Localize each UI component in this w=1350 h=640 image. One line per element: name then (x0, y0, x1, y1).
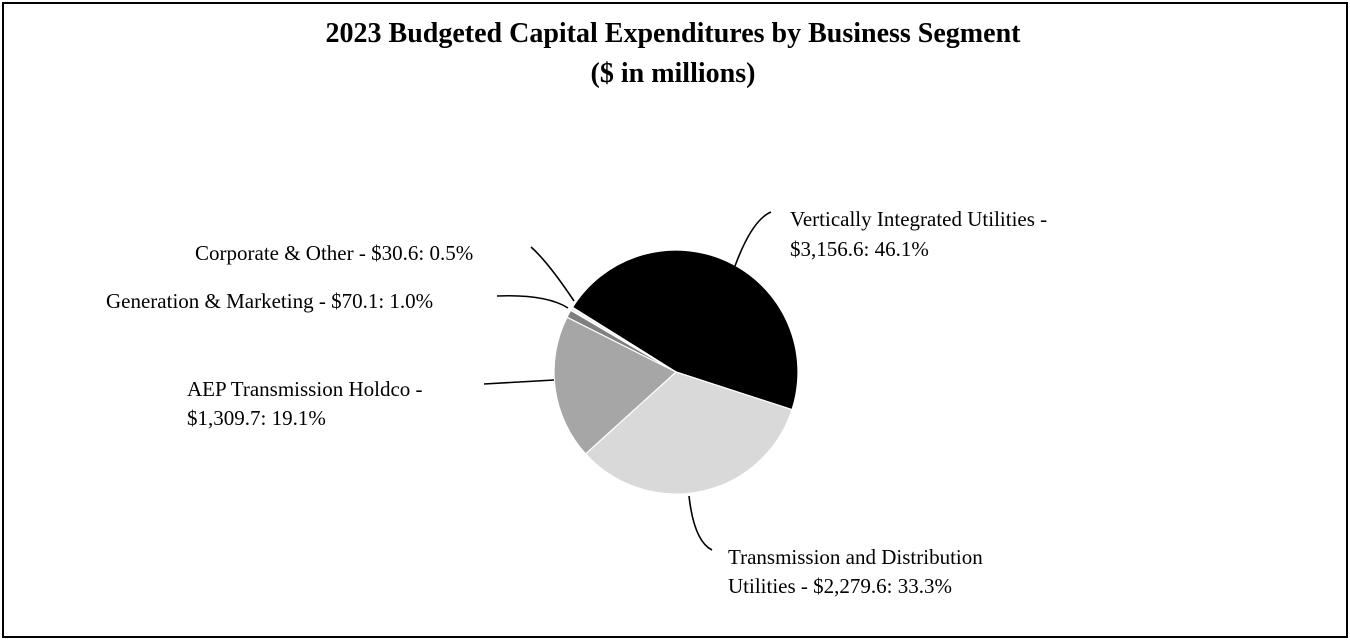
data-label-vertically-integrated-utilities-line-2: $3,156.6: 46.1% (790, 237, 929, 261)
pie-slice-aep-transmission-holdco (553, 316, 678, 455)
leader-line-transmission-and-distribution-utilities (688, 495, 713, 551)
data-label-corporate-and-other-line-1: Corporate & Other - $30.6: 0.5% (195, 241, 473, 265)
pie-slice-vertically-integrated-utilities (571, 249, 799, 411)
data-label-aep-transmission-holdco-line-1: AEP Transmission Holdco - (187, 377, 423, 401)
leader-line-aep-transmission-holdco (483, 379, 555, 385)
data-label-vertically-integrated-utilities-line-1: Vertically Integrated Utilities - (790, 207, 1047, 231)
data-label-aep-transmission-holdco-line-2: $1,309.7: 19.1% (187, 406, 326, 430)
data-label-generation-and-marketing-line-1: Generation & Marketing - $70.1: 1.0% (106, 289, 433, 313)
leader-line-vertically-integrated-utilities (734, 211, 772, 267)
pie-slice-transmission-and-distribution-utilities (584, 371, 793, 495)
chart-subtitle: ($ in millions) (590, 58, 756, 89)
leader-line-corporate-and-other (530, 246, 575, 302)
chart-title: 2023 Budgeted Capital Expenditures by Bu… (325, 18, 1021, 49)
data-label-transmission-and-distribution-utilities-line-2: Utilities - $2,279.6: 33.3% (728, 574, 952, 598)
pie-slice-corporate-and-other (569, 306, 677, 373)
leader-line-generation-and-marketing (496, 294, 569, 309)
data-label-transmission-and-distribution-utilities-line-1: Transmission and Distribution (728, 545, 983, 569)
